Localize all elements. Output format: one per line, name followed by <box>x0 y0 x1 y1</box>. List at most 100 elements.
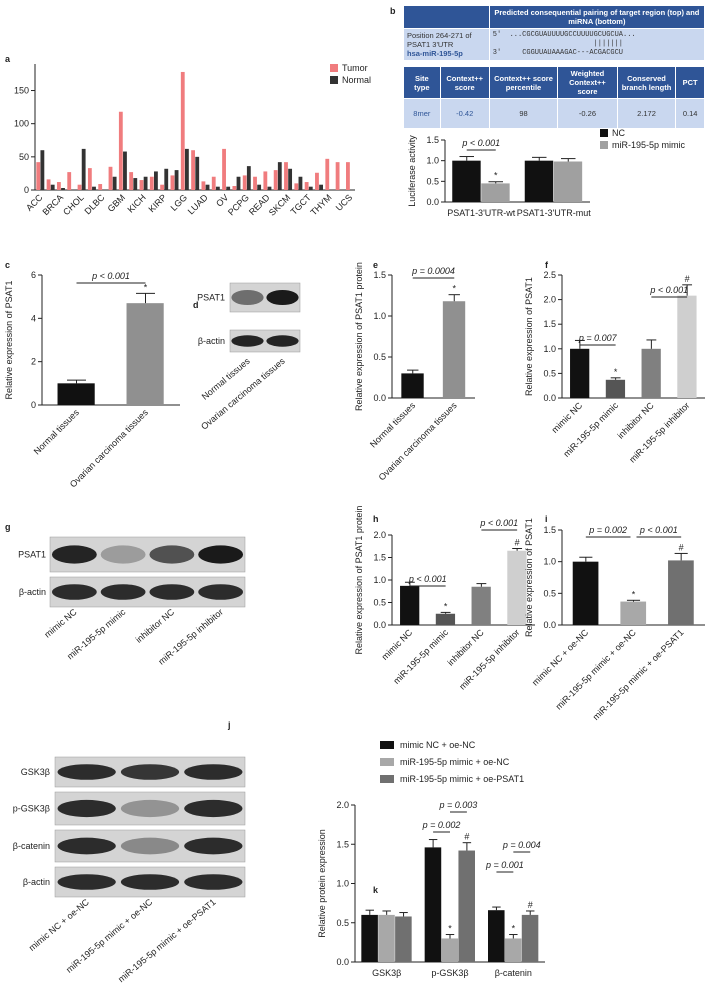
y-tick-label: 0.5 <box>373 598 386 608</box>
table-corner <box>403 5 490 29</box>
bar <box>335 162 340 190</box>
utr-seq: ...CGCGUAUUUUGCCUUUUGCUGCUA... <box>509 31 636 39</box>
x-tick-label: Ovarian carcinoma tissues <box>68 407 150 489</box>
x-tick-label: PSAT1-3'UTR-mut <box>517 208 592 218</box>
x-tick-label: β-catenin <box>495 968 532 978</box>
y-tick-label: 0.5 <box>426 176 439 186</box>
bar <box>67 172 72 190</box>
utr-end: 5' <box>492 31 502 39</box>
bar <box>195 156 200 190</box>
x-tick-label: mimic NC <box>550 400 585 435</box>
p-value: p = 0.002 <box>588 525 627 535</box>
panel-label: h <box>373 514 379 524</box>
bar <box>524 160 554 202</box>
significance-mark: * <box>452 284 456 294</box>
bar <box>56 182 61 190</box>
y-tick-label: 2.0 <box>336 800 349 810</box>
table-cell: 0.14 <box>675 98 705 129</box>
position: Position 264-271 of PSAT1 3'UTR <box>407 31 472 49</box>
table-cell: -0.42 <box>439 98 490 129</box>
y-axis-label: Relative expression of PSAT1 <box>524 518 534 637</box>
x-tick-label: p-GSK3β <box>431 968 468 978</box>
blot-band <box>231 289 264 306</box>
bar <box>488 910 505 962</box>
bar <box>154 171 158 190</box>
legend-swatch <box>600 129 608 137</box>
blot-band <box>100 584 146 600</box>
panel-label: j <box>227 720 231 730</box>
p-value: p = 0.002 <box>422 820 461 830</box>
blot-band <box>149 545 195 564</box>
bar <box>246 166 251 190</box>
bar <box>504 938 522 962</box>
blot-row-label: p-GSK3β <box>13 804 50 814</box>
x-tick-label: Ovarian carcinoma tissues <box>377 400 459 482</box>
y-tick-label: 1.5 <box>373 553 386 563</box>
legend-swatch <box>330 64 338 72</box>
bar <box>620 601 647 625</box>
y-axis-label: Relative expression of PSAT1 protein <box>354 262 364 411</box>
x-tick-label: KIRP <box>147 192 169 214</box>
bar <box>257 184 262 190</box>
blot-band <box>266 335 299 347</box>
y-tick-label: 0 <box>24 185 29 195</box>
y-axis-label: Relative expression of PSAT1 <box>524 277 534 396</box>
bar <box>87 168 92 190</box>
p-value: p < 0.001 <box>479 518 518 528</box>
bar <box>191 150 195 190</box>
blot-lane-label: mimic NC + oe-NC <box>27 897 91 953</box>
blot-band <box>184 874 243 890</box>
p-value: p < 0.001 <box>649 285 688 295</box>
y-tick-label: 1.5 <box>426 135 439 145</box>
bar <box>507 550 527 625</box>
y-tick-label: 4 <box>31 313 36 323</box>
legend-swatch <box>600 141 608 149</box>
y-tick-label: 1.5 <box>543 525 556 535</box>
x-tick-label: miR-195-5p mimic + oe-NC <box>554 627 639 712</box>
p-value: p = 0.0004 <box>411 266 455 276</box>
bar <box>118 111 123 190</box>
table-cell: 8mer <box>403 98 441 129</box>
blot-band <box>57 874 116 890</box>
y-tick-label: 1.0 <box>543 557 556 567</box>
bar <box>242 175 247 190</box>
x-tick-label: Normal tissues <box>32 407 82 457</box>
bar <box>40 150 45 190</box>
y-tick-label: 0.0 <box>426 197 439 207</box>
bar <box>605 379 626 398</box>
blot-lane-label: mimic NC <box>42 607 79 640</box>
y-tick-label: 0.0 <box>373 620 386 630</box>
x-tick-label: PCPG <box>226 192 251 217</box>
y-tick-label: 0.5 <box>543 368 556 378</box>
panel-label: i <box>545 514 548 524</box>
bar <box>98 184 103 190</box>
bar <box>400 585 420 625</box>
bar <box>308 186 313 190</box>
bar <box>149 176 154 190</box>
y-tick-label: 0.0 <box>373 393 386 403</box>
bar <box>50 184 55 190</box>
legend-label: NC <box>612 128 625 138</box>
legend-swatch <box>380 741 394 749</box>
bar <box>108 166 113 190</box>
bar <box>325 158 330 190</box>
legend-label: miR-195-5p mimic + oe-PSAT1 <box>400 774 524 784</box>
bar <box>442 301 466 398</box>
bar <box>315 172 319 190</box>
p-value: p = 0.001 <box>485 860 524 870</box>
legend-label: mimic NC + oe-NC <box>400 740 476 750</box>
bar <box>521 914 539 962</box>
y-tick-label: 1.0 <box>543 344 556 354</box>
bar <box>112 176 117 190</box>
x-tick-label: CHOL <box>61 192 86 217</box>
blot-band <box>120 764 180 780</box>
bar <box>92 186 96 190</box>
bar <box>123 151 127 190</box>
panel-label: f <box>545 260 549 270</box>
bar <box>143 176 148 190</box>
y-tick-label: 1.0 <box>426 156 439 166</box>
y-tick-label: 150 <box>14 86 29 96</box>
significance-mark: # <box>679 542 684 552</box>
bar <box>284 162 288 190</box>
bar <box>273 170 278 190</box>
